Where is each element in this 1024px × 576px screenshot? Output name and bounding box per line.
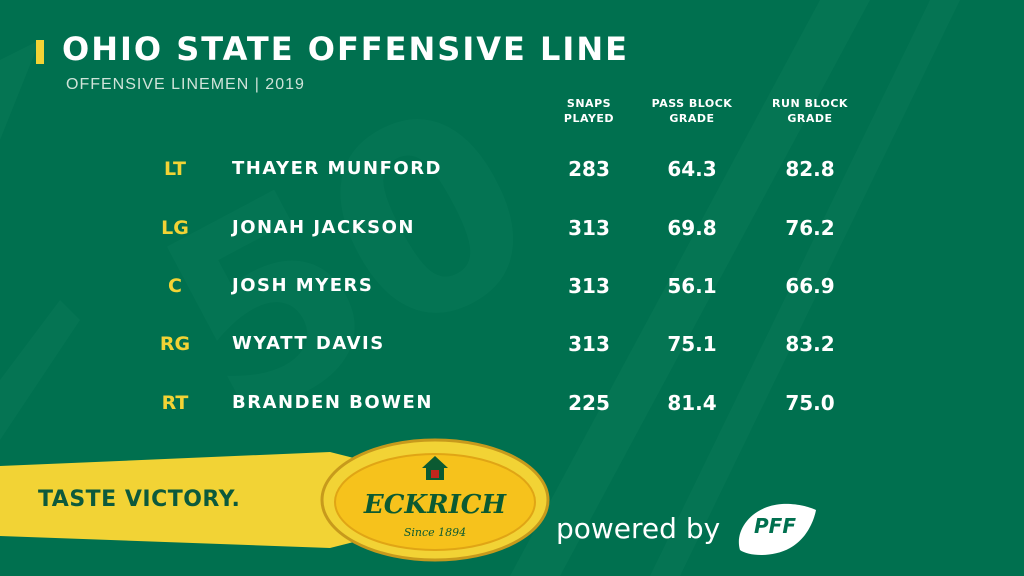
eckrich-logo xyxy=(320,438,550,562)
slogan-text: TASTE VICTORY. xyxy=(38,487,241,512)
pass-block-value: 81.4 xyxy=(667,391,717,415)
pass-block-value: 75.1 xyxy=(667,332,717,356)
position-label: RT xyxy=(161,392,189,414)
position-label: RG xyxy=(159,333,191,355)
table-row: LT THAYER MUNFORD 283 64.3 82.8 xyxy=(0,149,1024,189)
player-name: JOSH MYERS xyxy=(232,275,374,296)
run-block-value: 82.8 xyxy=(785,157,835,181)
powered-by-text: powered by xyxy=(556,512,721,545)
column-header-snaps: SNAPS PLAYED xyxy=(563,97,615,125)
player-name: WYATT DAVIS xyxy=(232,333,385,354)
player-name: THAYER MUNFORD xyxy=(232,158,442,179)
page-subtitle: OFFENSIVE LINEMEN | 2019 xyxy=(66,76,305,93)
pass-block-value: 56.1 xyxy=(667,274,717,298)
run-block-value: 75.0 xyxy=(785,391,835,415)
table-row: C JOSH MYERS 313 56.1 66.9 xyxy=(0,266,1024,306)
table-row: LG JONAH JACKSON 313 69.8 76.2 xyxy=(0,208,1024,248)
snaps-value: 313 xyxy=(568,216,610,240)
snaps-value: 313 xyxy=(568,274,610,298)
snaps-value: 313 xyxy=(568,332,610,356)
player-name: JONAH JACKSON xyxy=(232,217,415,238)
run-block-value: 83.2 xyxy=(785,332,835,356)
pass-block-value: 69.8 xyxy=(667,216,717,240)
eckrich-wordmark: ECKRICH xyxy=(363,490,507,520)
snaps-value: 225 xyxy=(568,391,610,415)
eckrich-since: Since 1894 xyxy=(403,526,467,539)
run-block-value: 76.2 xyxy=(785,216,835,240)
snaps-value: 283 xyxy=(568,157,610,181)
page-title: OHIO STATE OFFENSIVE LINE xyxy=(62,30,629,68)
table-row: RT BRANDEN BOWEN 225 81.4 75.0 xyxy=(0,383,1024,423)
title-accent-bar xyxy=(36,40,44,64)
position-label: C xyxy=(168,275,182,297)
pff-logo-icon xyxy=(738,503,816,555)
column-header-run-block: RUN BLOCK GRADE xyxy=(772,97,848,125)
pff-wordmark: PFF xyxy=(754,514,796,538)
table-row: RG WYATT DAVIS 313 75.1 83.2 xyxy=(0,324,1024,364)
player-name: BRANDEN BOWEN xyxy=(232,392,433,413)
pass-block-value: 64.3 xyxy=(667,157,717,181)
position-label: LT xyxy=(164,158,186,180)
run-block-value: 66.9 xyxy=(785,274,835,298)
position-label: LG xyxy=(161,217,189,239)
column-header-pass-block: PASS BLOCK GRADE xyxy=(651,97,733,125)
